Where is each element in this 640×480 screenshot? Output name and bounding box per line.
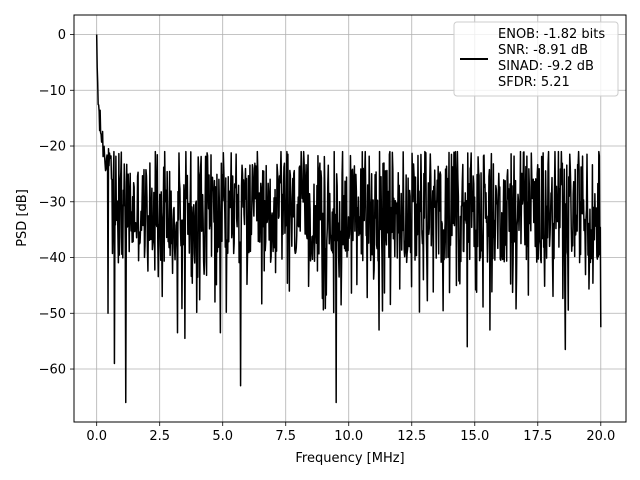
y-axis-label: PSD [dB]: [15, 189, 30, 247]
series-layer: [95, 34, 602, 404]
x-axis: 0.0 2.5 5.0 7.5 10.0 12.5 15.0 17.5 20.0: [86, 422, 615, 444]
y-tick-label: −50: [39, 307, 66, 322]
y-tick-label: −60: [39, 363, 66, 378]
x-tick-label: 5.0: [212, 429, 233, 444]
legend-line-text: SINAD: -9.2 dB: [498, 59, 594, 74]
x-tick-label: 20.0: [586, 429, 615, 444]
legend-line-text: SFDR: 5.21: [498, 75, 570, 90]
x-tick-label: 0.0: [86, 429, 107, 444]
y-axis: 0 −10 −20 −30 −40 −50 −60: [39, 28, 74, 378]
legend-line-text: SNR: -8.91 dB: [498, 43, 588, 58]
x-tick-label: 10.0: [334, 429, 363, 444]
plot-frame: [73, 14, 627, 423]
legend-label: ENOB: -1.82 bits SNR: -8.91 dB SINAD: -9.2…: [498, 27, 605, 90]
x-tick-label: 2.5: [149, 429, 170, 444]
legend-line-text: ENOB: -1.82 bits: [498, 27, 605, 42]
x-tick-label: 15.0: [460, 429, 489, 444]
x-axis-label: Frequency [MHz]: [295, 451, 404, 466]
x-tick-label: 7.5: [275, 429, 296, 444]
y-tick-label: 0: [58, 28, 66, 43]
x-tick-label: 12.5: [397, 429, 426, 444]
y-tick-label: −30: [39, 195, 66, 210]
y-tick-label: −10: [39, 84, 66, 99]
y-tick-label: −20: [39, 140, 66, 155]
legend-box: [453, 21, 619, 97]
y-tick-label: −40: [39, 251, 66, 266]
legend: ENOB: -1.82 bits SNR: -8.91 dB SINAD: -9.2…: [453, 21, 619, 97]
psd-trace-line: [95, 34, 602, 404]
x-tick-label: 17.5: [523, 429, 552, 444]
